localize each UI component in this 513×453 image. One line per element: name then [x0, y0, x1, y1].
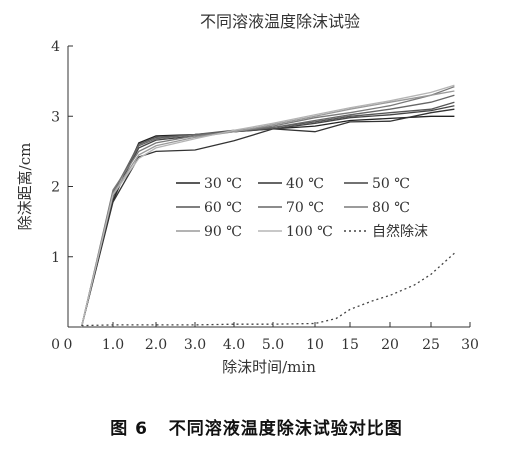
series-line-2	[80, 108, 455, 328]
series-line-3	[80, 105, 455, 328]
caption-number: 图 6	[110, 419, 148, 439]
legend-label: 80 ℃	[372, 200, 410, 216]
series-line-8	[80, 84, 455, 328]
x-tick-label: 25	[422, 337, 440, 353]
x-tick-label: 4.0	[223, 337, 245, 353]
figure-caption: 图 6 不同溶液温度除沫试验对比图	[0, 414, 513, 439]
x-tick-label: 20	[381, 337, 399, 353]
x-tick-label: 15	[341, 337, 359, 353]
line-chart: 0 1.0 2.0 3.0 4.0 5.0 10 15 20 25 30 0 1 2 3 4 除沫时间/min 除…	[16, 39, 479, 376]
x-tick-label: 2.0	[145, 337, 167, 353]
x-tick-label: 1.0	[102, 337, 124, 353]
x-tick-label: 0	[64, 337, 73, 353]
legend-label: 70 ℃	[286, 200, 324, 216]
x-tick-label: 5.0	[262, 337, 284, 353]
caption-text: 不同溶液温度除沫试验对比图	[168, 419, 403, 439]
x-tick-label: 10	[306, 337, 324, 353]
y-tick-label: 1	[51, 250, 60, 266]
legend-label: 自然除沫	[372, 223, 428, 240]
y-tick-label: 2	[51, 180, 60, 196]
chart-title: 不同溶液温度除沫试验	[199, 12, 360, 31]
legend-label: 50 ℃	[372, 176, 410, 192]
series-line-7	[80, 90, 455, 328]
y-tick-label: 4	[51, 39, 60, 55]
series-line-9	[81, 252, 455, 327]
legend-label: 30 ℃	[204, 176, 242, 192]
series-line-5	[80, 94, 455, 328]
y-tick-label: 3	[51, 109, 60, 125]
x-tick-label: 3.0	[184, 337, 206, 353]
legend-label: 100 ℃	[286, 224, 333, 240]
legend-label: 60 ℃	[204, 200, 242, 216]
x-tick-label: 30	[461, 337, 479, 353]
legend-label: 90 ℃	[204, 224, 242, 240]
y-axis-label: 除沫距离/cm	[16, 143, 34, 231]
x-axis-label: 除沫时间/min	[222, 358, 316, 376]
y-tick-label: 0	[51, 337, 60, 353]
legend-label: 40 ℃	[286, 176, 324, 192]
series-line-6	[80, 86, 455, 328]
